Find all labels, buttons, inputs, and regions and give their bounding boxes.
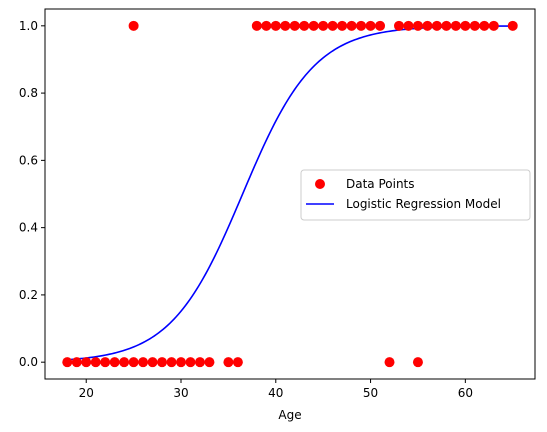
data-point bbox=[223, 357, 234, 368]
y-tick-label: 0.2 bbox=[19, 288, 38, 302]
data-point bbox=[232, 357, 243, 368]
x-tick-label: 20 bbox=[79, 386, 94, 400]
legend-label-regression: Logistic Regression Model bbox=[346, 197, 501, 211]
data-point bbox=[337, 20, 348, 31]
y-tick-label: 1.0 bbox=[19, 19, 38, 33]
data-point bbox=[71, 357, 82, 368]
data-point bbox=[280, 20, 291, 31]
y-tick-label: 0.6 bbox=[19, 153, 38, 167]
data-point bbox=[384, 357, 395, 368]
legend: Data Points Logistic Regression Model bbox=[300, 169, 531, 221]
data-point bbox=[450, 20, 461, 31]
data-point bbox=[441, 20, 452, 31]
data-point bbox=[138, 357, 149, 368]
data-point bbox=[469, 20, 480, 31]
legend-marker-data-points bbox=[315, 179, 325, 189]
data-point bbox=[261, 20, 272, 31]
data-point bbox=[81, 357, 92, 368]
data-point bbox=[128, 20, 139, 31]
y-tick-label: 0.4 bbox=[19, 221, 38, 235]
data-point bbox=[119, 357, 130, 368]
data-point bbox=[62, 357, 73, 368]
data-point bbox=[318, 20, 329, 31]
data-point bbox=[299, 20, 310, 31]
data-point bbox=[356, 20, 367, 31]
data-point bbox=[157, 357, 168, 368]
data-point bbox=[422, 20, 433, 31]
x-tick-label: 40 bbox=[268, 386, 283, 400]
x-tick-label: 60 bbox=[458, 386, 473, 400]
data-point bbox=[185, 357, 196, 368]
y-tick-label: 0.8 bbox=[19, 86, 38, 100]
data-point bbox=[403, 20, 414, 31]
data-point bbox=[270, 20, 281, 31]
legend-box bbox=[300, 169, 531, 221]
x-tick-label: 30 bbox=[173, 386, 188, 400]
data-point bbox=[194, 357, 205, 368]
data-points-layer bbox=[62, 20, 518, 368]
y-axis-ticks: 0.0 0.2 0.4 0.6 0.8 1.0 bbox=[19, 19, 45, 369]
data-point bbox=[460, 20, 471, 31]
y-tick-label: 0.0 bbox=[19, 355, 38, 369]
data-point bbox=[289, 20, 300, 31]
plot-area-frame bbox=[44, 8, 536, 380]
data-point bbox=[507, 20, 518, 31]
data-point bbox=[251, 20, 262, 31]
x-axis-ticks: 20 30 40 50 60 bbox=[79, 379, 473, 400]
data-point bbox=[412, 20, 423, 31]
x-axis-label: Age bbox=[278, 408, 301, 422]
data-point bbox=[412, 357, 423, 368]
data-point bbox=[346, 20, 357, 31]
data-point bbox=[176, 357, 187, 368]
data-point bbox=[128, 357, 139, 368]
data-point bbox=[90, 357, 101, 368]
data-point bbox=[100, 357, 111, 368]
data-point bbox=[393, 20, 404, 31]
data-point bbox=[479, 20, 490, 31]
data-point bbox=[375, 20, 386, 31]
legend-label-data-points: Data Points bbox=[346, 177, 415, 191]
data-point bbox=[109, 357, 120, 368]
data-point bbox=[327, 20, 338, 31]
data-point bbox=[365, 20, 376, 31]
data-point bbox=[147, 357, 158, 368]
data-point bbox=[308, 20, 319, 31]
data-point bbox=[166, 357, 177, 368]
data-point bbox=[488, 20, 499, 31]
x-tick-label: 50 bbox=[363, 386, 378, 400]
data-point bbox=[431, 20, 442, 31]
data-point bbox=[204, 357, 215, 368]
